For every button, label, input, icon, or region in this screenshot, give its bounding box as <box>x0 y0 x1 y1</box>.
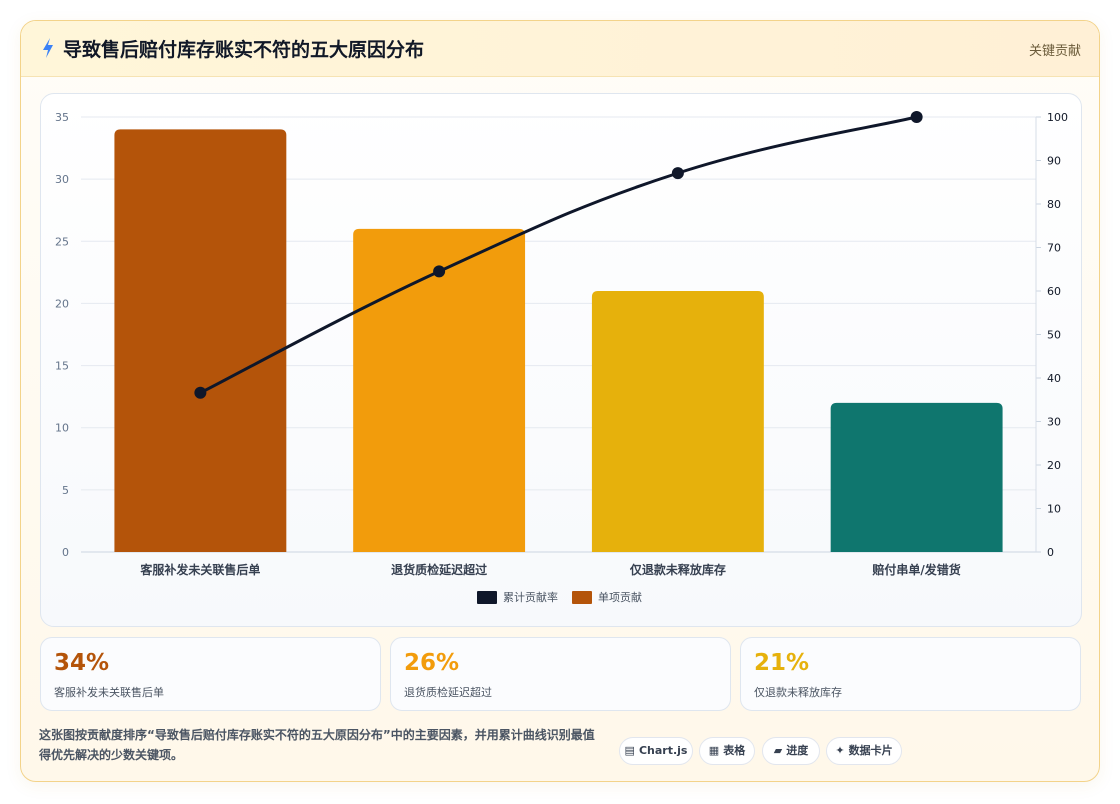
chart-title: 导致售后赔付库存账实不符的五大原因分布 <box>63 39 425 61</box>
y-right-tick-label: 90 <box>1047 155 1061 168</box>
x-tick-label: 赔付串单/发错货 <box>871 562 960 577</box>
chart-description: 这张图按贡献度排序“导致售后赔付库存账实不符的五大原因分布”中的主要因素，并用累… <box>39 728 595 762</box>
cumulative-point <box>194 386 207 399</box>
x-tick-label: 客服补发未关联售后单 <box>139 562 260 577</box>
chip-progress[interactable]: ▰ 进度 <box>762 737 820 765</box>
bar <box>114 129 287 552</box>
chip-label: 表格 <box>723 744 746 757</box>
y-left-tick-label: 10 <box>55 422 69 435</box>
y-right-tick-label: 50 <box>1047 329 1061 342</box>
chip-label: Chart.js <box>638 744 688 757</box>
table-icon: ▦ <box>708 744 720 757</box>
progress-icon: ▰ <box>773 744 783 757</box>
stat-label: 仅退款未释放库存 <box>754 686 842 699</box>
stat-label: 退货质检延迟超过 <box>404 686 492 699</box>
y-right-tick-label: 30 <box>1047 416 1061 429</box>
y-right-tick-label: 100 <box>1047 111 1068 124</box>
y-left-tick-label: 25 <box>55 235 69 248</box>
y-right-tick-label: 0 <box>1047 546 1054 559</box>
legend-swatch <box>477 591 497 604</box>
pareto-chart: 0 5 10 15 20 25 30 35 0 10 20 30 40 50 60 70 80 90 100 客服补发… <box>55 111 1068 604</box>
cumulative-point <box>433 265 446 278</box>
y-right-tick-label: 80 <box>1047 198 1061 211</box>
chip-label: 进度 <box>786 744 809 757</box>
sparkle-icon: ✦ <box>835 744 845 757</box>
chip-chartjs[interactable]: ▤ Chart.js <box>619 737 693 765</box>
y-left-tick-label: 20 <box>55 297 69 310</box>
bar <box>353 228 526 552</box>
cumulative-point <box>910 111 923 123</box>
stat-value: 21% <box>754 650 810 676</box>
cumulative-point <box>671 167 684 180</box>
lightning-icon <box>43 38 53 58</box>
bar <box>830 402 1003 552</box>
stat-card-1: 34% 客服补发未关联售后单 <box>40 637 381 711</box>
legend-swatch <box>572 591 592 604</box>
chart-panel: 0 5 10 15 20 25 30 35 0 10 20 30 40 50 60 70 80 90 100 客服补发… <box>40 93 1082 627</box>
y-right-tick-label: 60 <box>1047 285 1061 298</box>
y-left-tick-label: 30 <box>55 173 69 186</box>
cumulative-line <box>199 115 917 395</box>
header-tag: 关键贡献 <box>1028 44 1081 59</box>
card-header: 导致售后赔付库存账实不符的五大原因分布 关键贡献 <box>21 21 1099 77</box>
y-left-tick-label: 15 <box>55 360 69 373</box>
report-card: 导致售后赔付库存账实不符的五大原因分布 关键贡献 0 5 10 15 20 25 30 35 0… <box>20 20 1100 782</box>
chip-data-card[interactable]: ✦ 数据卡片 <box>826 737 902 765</box>
y-right-tick-label: 20 <box>1047 459 1061 472</box>
stat-label: 客服补发未关联售后单 <box>54 686 164 699</box>
y-left-tick-label: 5 <box>62 484 69 497</box>
y-left-tick-label: 0 <box>62 546 69 559</box>
y-left-tick-label: 35 <box>55 111 69 124</box>
x-tick-label: 退货质检延迟超过 <box>391 562 487 577</box>
stat-card-3: 21% 仅退款未释放库存 <box>740 637 1081 711</box>
bar <box>591 291 764 552</box>
chip-table[interactable]: ▦ 表格 <box>699 737 755 765</box>
chart-icon: ▤ <box>624 744 635 757</box>
y-right-tick-label: 70 <box>1047 242 1061 255</box>
chip-label: 数据卡片 <box>848 744 893 757</box>
stat-value: 26% <box>404 650 460 676</box>
y-right-tick-label: 40 <box>1047 372 1061 385</box>
stat-card-2: 26% 退货质检延迟超过 <box>390 637 731 711</box>
legend-label: 累计贡献率 <box>503 590 558 604</box>
legend-label: 单项贡献 <box>598 590 642 604</box>
stat-value: 34% <box>54 650 110 676</box>
x-tick-label: 仅退款未释放库存 <box>629 562 726 577</box>
y-right-tick-label: 10 <box>1047 503 1061 516</box>
